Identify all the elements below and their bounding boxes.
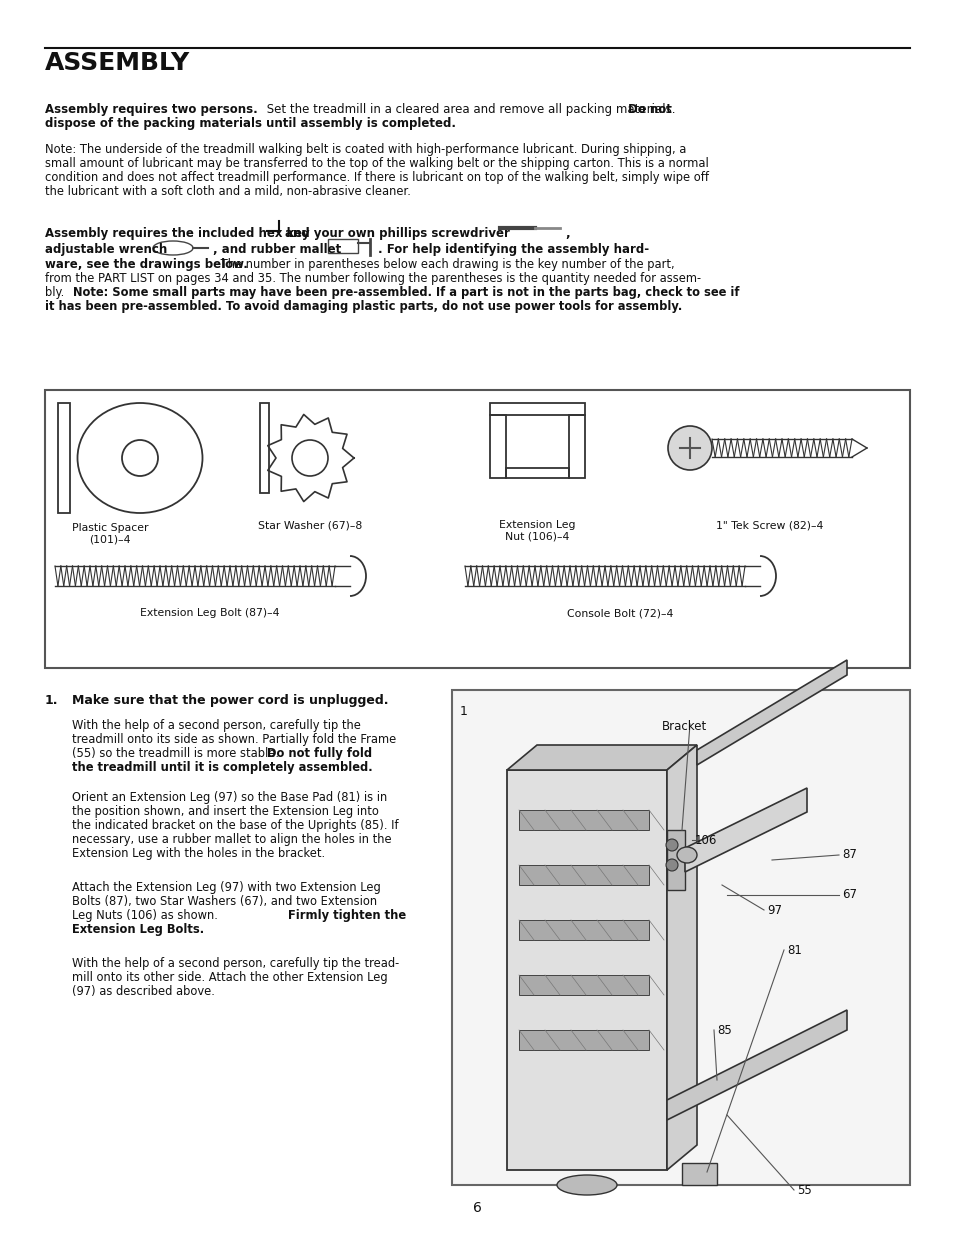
Bar xyxy=(666,830,684,890)
Text: Extension Leg Bolt (87)–4: Extension Leg Bolt (87)–4 xyxy=(140,608,279,618)
Bar xyxy=(490,403,584,415)
Text: 67: 67 xyxy=(841,888,856,902)
Text: Assembly requires the included hex key: Assembly requires the included hex key xyxy=(45,227,310,240)
Text: Make sure that the power cord is unplugged.: Make sure that the power cord is unplugg… xyxy=(71,694,388,706)
Text: (97) as described above.: (97) as described above. xyxy=(71,986,214,998)
Text: 6: 6 xyxy=(472,1200,481,1215)
Polygon shape xyxy=(684,788,806,872)
Text: small amount of lubricant may be transferred to the top of the walking belt or t: small amount of lubricant may be transfe… xyxy=(45,157,708,170)
Bar xyxy=(452,690,909,1186)
Text: 97: 97 xyxy=(766,904,781,916)
Text: Do not: Do not xyxy=(627,103,671,116)
Polygon shape xyxy=(666,745,697,1170)
Text: Bracket: Bracket xyxy=(661,720,706,734)
Text: Attach the Extension Leg (97) with two Extension Leg: Attach the Extension Leg (97) with two E… xyxy=(71,881,380,894)
Text: Bolts (87), two Star Washers (67), and two Extension: Bolts (87), two Star Washers (67), and t… xyxy=(71,895,376,908)
Text: 85: 85 xyxy=(717,1024,731,1036)
Circle shape xyxy=(667,426,711,471)
Bar xyxy=(490,415,505,478)
Text: treadmill onto its side as shown. Partially fold the Frame: treadmill onto its side as shown. Partia… xyxy=(71,734,395,746)
Polygon shape xyxy=(666,1010,846,1120)
Circle shape xyxy=(665,860,678,871)
Text: 55: 55 xyxy=(796,1183,811,1197)
Bar xyxy=(681,1163,717,1186)
Text: 1: 1 xyxy=(459,705,467,718)
Text: Do not fully fold: Do not fully fold xyxy=(267,747,372,760)
Text: Note: The underside of the treadmill walking belt is coated with high-performanc: Note: The underside of the treadmill wal… xyxy=(45,143,685,156)
Text: it has been pre-assembled. To avoid damaging plastic parts, do not use power too: it has been pre-assembled. To avoid dama… xyxy=(45,300,681,312)
Polygon shape xyxy=(506,745,697,769)
Text: bly.: bly. xyxy=(45,287,68,299)
Text: necessary, use a rubber mallet to align the holes in the: necessary, use a rubber mallet to align … xyxy=(71,832,392,846)
Bar xyxy=(518,1030,648,1050)
Text: Leg Nuts (106) as shown.: Leg Nuts (106) as shown. xyxy=(71,909,217,923)
Bar xyxy=(260,403,269,493)
Text: The number in parentheses below each drawing is the key number of the part,: The number in parentheses below each dra… xyxy=(216,258,674,270)
Text: adjustable wrench: adjustable wrench xyxy=(45,243,167,256)
Text: (55) so the treadmill is more stable.: (55) so the treadmill is more stable. xyxy=(71,747,282,760)
Text: Set the treadmill in a cleared area and remove all packing materials.: Set the treadmill in a cleared area and … xyxy=(263,103,679,116)
Text: 1" Tek Screw (82)–4: 1" Tek Screw (82)–4 xyxy=(716,520,822,530)
Text: Star Washer (67)–8: Star Washer (67)–8 xyxy=(257,520,362,530)
Text: ASSEMBLY: ASSEMBLY xyxy=(45,51,190,75)
Text: Extension Leg
Nut (106)–4: Extension Leg Nut (106)–4 xyxy=(498,520,575,542)
Text: ware, see the drawings below.: ware, see the drawings below. xyxy=(45,258,248,270)
Text: . For help identifying the assembly hard-: . For help identifying the assembly hard… xyxy=(377,243,648,256)
Polygon shape xyxy=(506,769,666,1170)
Bar xyxy=(518,810,648,830)
Text: from the PART LIST on pages 34 and 35. The number following the parentheses is t: from the PART LIST on pages 34 and 35. T… xyxy=(45,272,700,285)
Text: Console Bolt (72)–4: Console Bolt (72)–4 xyxy=(566,608,673,618)
Text: and your own phillips screwdriver: and your own phillips screwdriver xyxy=(285,227,509,240)
Text: 1.: 1. xyxy=(45,694,58,706)
Text: Note: Some small parts may have been pre-assembled. If a part is not in the part: Note: Some small parts may have been pre… xyxy=(73,287,739,299)
Bar xyxy=(505,468,568,478)
Text: the position shown, and insert the Extension Leg into: the position shown, and insert the Exten… xyxy=(71,805,378,818)
Bar xyxy=(518,920,648,940)
Bar xyxy=(45,390,909,668)
Text: , and rubber mallet: , and rubber mallet xyxy=(213,243,341,256)
Text: Extension Leg Bolts.: Extension Leg Bolts. xyxy=(71,923,204,936)
Text: 87: 87 xyxy=(841,848,856,862)
Text: 106: 106 xyxy=(695,834,717,846)
Ellipse shape xyxy=(677,847,697,863)
Bar xyxy=(328,240,357,253)
Text: ,: , xyxy=(564,227,569,240)
Bar xyxy=(518,864,648,885)
Bar xyxy=(518,974,648,995)
Text: condition and does not affect treadmill performance. If there is lubricant on to: condition and does not affect treadmill … xyxy=(45,170,708,184)
Text: 81: 81 xyxy=(786,944,801,956)
Bar xyxy=(568,415,584,478)
Polygon shape xyxy=(697,659,846,764)
Text: dispose of the packing materials until assembly is completed.: dispose of the packing materials until a… xyxy=(45,117,456,130)
Circle shape xyxy=(665,839,678,851)
Text: mill onto its other side. Attach the other Extension Leg: mill onto its other side. Attach the oth… xyxy=(71,971,387,984)
Bar xyxy=(58,403,70,513)
Text: Orient an Extension Leg (97) so the Base Pad (81) is in: Orient an Extension Leg (97) so the Base… xyxy=(71,790,387,804)
Text: the indicated bracket on the base of the Uprights (85). If: the indicated bracket on the base of the… xyxy=(71,819,398,832)
Text: Firmly tighten the: Firmly tighten the xyxy=(284,909,406,923)
Text: Plastic Spacer
(101)–4: Plastic Spacer (101)–4 xyxy=(71,522,148,545)
Text: With the help of a second person, carefully tip the tread-: With the help of a second person, carefu… xyxy=(71,957,399,969)
Text: With the help of a second person, carefully tip the: With the help of a second person, carefu… xyxy=(71,719,360,732)
Ellipse shape xyxy=(557,1174,617,1195)
Text: the lubricant with a soft cloth and a mild, non-abrasive cleaner.: the lubricant with a soft cloth and a mi… xyxy=(45,185,411,198)
Text: Extension Leg with the holes in the bracket.: Extension Leg with the holes in the brac… xyxy=(71,847,325,860)
Text: the treadmill until it is completely assembled.: the treadmill until it is completely ass… xyxy=(71,761,373,774)
Text: Assembly requires two persons.: Assembly requires two persons. xyxy=(45,103,257,116)
